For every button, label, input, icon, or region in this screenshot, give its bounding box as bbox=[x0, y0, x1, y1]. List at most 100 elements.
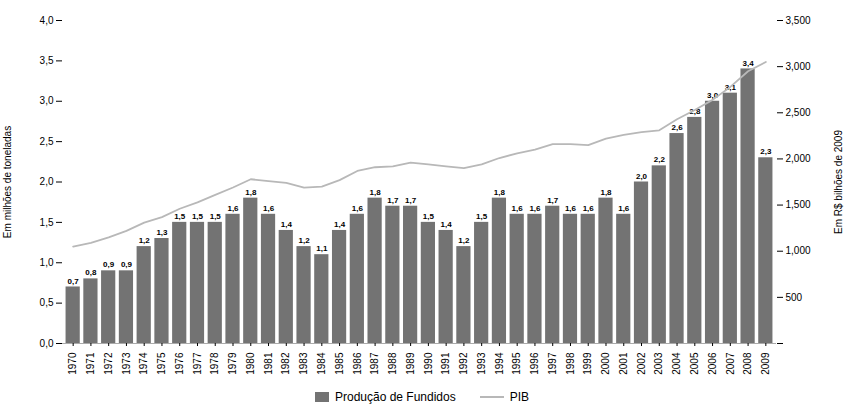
svg-text:1974: 1974 bbox=[138, 352, 149, 375]
svg-text:1971: 1971 bbox=[85, 352, 96, 375]
svg-text:3,1: 3,1 bbox=[724, 82, 736, 92]
svg-text:1997: 1997 bbox=[547, 352, 558, 375]
svg-text:1,5: 1,5 bbox=[423, 212, 435, 221]
svg-text:1977: 1977 bbox=[192, 352, 203, 375]
svg-text:2,500: 2,500 bbox=[786, 107, 811, 118]
svg-text:1,2: 1,2 bbox=[139, 236, 151, 245]
svg-text:0,8: 0,8 bbox=[85, 268, 97, 277]
svg-text:1,4: 1,4 bbox=[441, 220, 453, 229]
svg-text:2,5: 2,5 bbox=[40, 136, 54, 147]
svg-text:1,7: 1,7 bbox=[547, 196, 559, 205]
html-text:Produção de Fundidos: Produção de Fundidos bbox=[335, 390, 456, 404]
svg-text:1,8: 1,8 bbox=[600, 188, 612, 197]
svg-text:1,500: 1,500 bbox=[786, 199, 811, 210]
svg-text:2002: 2002 bbox=[636, 352, 647, 375]
svg-text:3,0: 3,0 bbox=[707, 91, 719, 100]
svg-text:1983: 1983 bbox=[298, 352, 309, 375]
svg-text:3,4: 3,4 bbox=[743, 59, 755, 68]
svg-text:2,8: 2,8 bbox=[689, 107, 701, 116]
svg-text:1,8: 1,8 bbox=[370, 188, 382, 197]
svg-text:1992: 1992 bbox=[458, 352, 469, 375]
svg-text:1991: 1991 bbox=[440, 352, 451, 375]
svg-text:1,0: 1,0 bbox=[40, 257, 54, 268]
svg-text:2009: 2009 bbox=[760, 352, 771, 375]
svg-text:2007: 2007 bbox=[725, 352, 736, 375]
svg-text:1,5: 1,5 bbox=[210, 212, 222, 221]
svg-text:0,5: 0,5 bbox=[40, 297, 54, 308]
svg-text:1973: 1973 bbox=[121, 352, 132, 375]
svg-text:2,2: 2,2 bbox=[654, 155, 666, 164]
svg-text:1982: 1982 bbox=[280, 352, 291, 375]
svg-text:2005: 2005 bbox=[689, 352, 700, 375]
svg-text:1,6: 1,6 bbox=[263, 204, 275, 213]
svg-text:2,6: 2,6 bbox=[671, 123, 683, 132]
svg-text:2004: 2004 bbox=[671, 352, 682, 375]
svg-text:1988: 1988 bbox=[387, 352, 398, 375]
svg-text:1979: 1979 bbox=[227, 352, 238, 375]
svg-text:500: 500 bbox=[786, 292, 803, 303]
svg-text:1,4: 1,4 bbox=[334, 220, 346, 229]
svg-text:1995: 1995 bbox=[511, 352, 522, 375]
svg-text:3,0: 3,0 bbox=[40, 95, 54, 106]
svg-text:1,5: 1,5 bbox=[40, 217, 54, 228]
svg-text:1989: 1989 bbox=[405, 352, 416, 375]
svg-text:1972: 1972 bbox=[103, 352, 114, 375]
svg-text:2003: 2003 bbox=[653, 352, 664, 375]
svg-text:1980: 1980 bbox=[245, 352, 256, 375]
svg-text:1987: 1987 bbox=[369, 352, 380, 375]
svg-text:0,9: 0,9 bbox=[121, 260, 133, 269]
svg-text:1996: 1996 bbox=[529, 352, 540, 375]
svg-text:1,5: 1,5 bbox=[192, 212, 204, 221]
svg-text:1,6: 1,6 bbox=[227, 204, 239, 213]
html-text:PIB: PIB bbox=[509, 390, 529, 404]
svg-text:0,7: 0,7 bbox=[68, 277, 80, 286]
svg-text:1,5: 1,5 bbox=[476, 212, 488, 221]
svg-text:2,0: 2,0 bbox=[40, 176, 54, 187]
svg-text:1976: 1976 bbox=[174, 352, 185, 375]
svg-text:1984: 1984 bbox=[316, 352, 327, 375]
svg-text:1994: 1994 bbox=[494, 352, 505, 375]
svg-text:Em R$ bilhões de 2009: Em R$ bilhões de 2009 bbox=[833, 130, 844, 234]
svg-text:3,5: 3,5 bbox=[40, 55, 54, 66]
svg-text:1999: 1999 bbox=[582, 352, 593, 375]
svg-text:1,1: 1,1 bbox=[316, 244, 328, 253]
svg-text:0,9: 0,9 bbox=[103, 260, 115, 269]
svg-text:1,4: 1,4 bbox=[281, 220, 293, 229]
svg-text:1,8: 1,8 bbox=[245, 188, 257, 197]
svg-text:1985: 1985 bbox=[334, 352, 345, 375]
svg-text:1,2: 1,2 bbox=[458, 236, 470, 245]
svg-text:2008: 2008 bbox=[742, 352, 753, 375]
svg-text:2,000: 2,000 bbox=[786, 153, 811, 164]
svg-text:1,3: 1,3 bbox=[156, 228, 168, 237]
svg-text:1993: 1993 bbox=[476, 352, 487, 375]
svg-text:1,8: 1,8 bbox=[494, 188, 506, 197]
svg-text:2001: 2001 bbox=[618, 352, 629, 375]
svg-text:1998: 1998 bbox=[565, 352, 576, 375]
svg-text:1986: 1986 bbox=[352, 352, 363, 375]
svg-text:3,000: 3,000 bbox=[786, 61, 811, 72]
svg-text:1,6: 1,6 bbox=[529, 204, 541, 213]
svg-text:1,6: 1,6 bbox=[565, 204, 577, 213]
svg-text:1,5: 1,5 bbox=[174, 212, 186, 221]
svg-text:1,7: 1,7 bbox=[387, 196, 399, 205]
svg-text:1,000: 1,000 bbox=[786, 245, 811, 256]
svg-text:3,500: 3,500 bbox=[786, 15, 811, 26]
svg-text:1,2: 1,2 bbox=[298, 236, 310, 245]
svg-text:2000: 2000 bbox=[600, 352, 611, 375]
svg-text:2006: 2006 bbox=[707, 352, 718, 375]
svg-text:0,0: 0,0 bbox=[40, 338, 54, 349]
svg-text:1,6: 1,6 bbox=[352, 204, 364, 213]
svg-text:1,6: 1,6 bbox=[618, 204, 630, 213]
svg-text:4,0: 4,0 bbox=[40, 15, 54, 26]
svg-text:1,6: 1,6 bbox=[512, 204, 524, 213]
svg-text:2,0: 2,0 bbox=[636, 172, 648, 181]
svg-text:1970: 1970 bbox=[67, 352, 78, 375]
svg-text:1981: 1981 bbox=[263, 352, 274, 375]
svg-text:1,7: 1,7 bbox=[405, 196, 417, 205]
svg-text:Em milhões de toneladas: Em milhões de toneladas bbox=[2, 126, 13, 238]
svg-text:1975: 1975 bbox=[156, 352, 167, 375]
svg-text:1,6: 1,6 bbox=[583, 204, 595, 213]
svg-text:1978: 1978 bbox=[209, 352, 220, 375]
svg-text:2,3: 2,3 bbox=[760, 147, 772, 156]
svg-text:1990: 1990 bbox=[423, 352, 434, 375]
